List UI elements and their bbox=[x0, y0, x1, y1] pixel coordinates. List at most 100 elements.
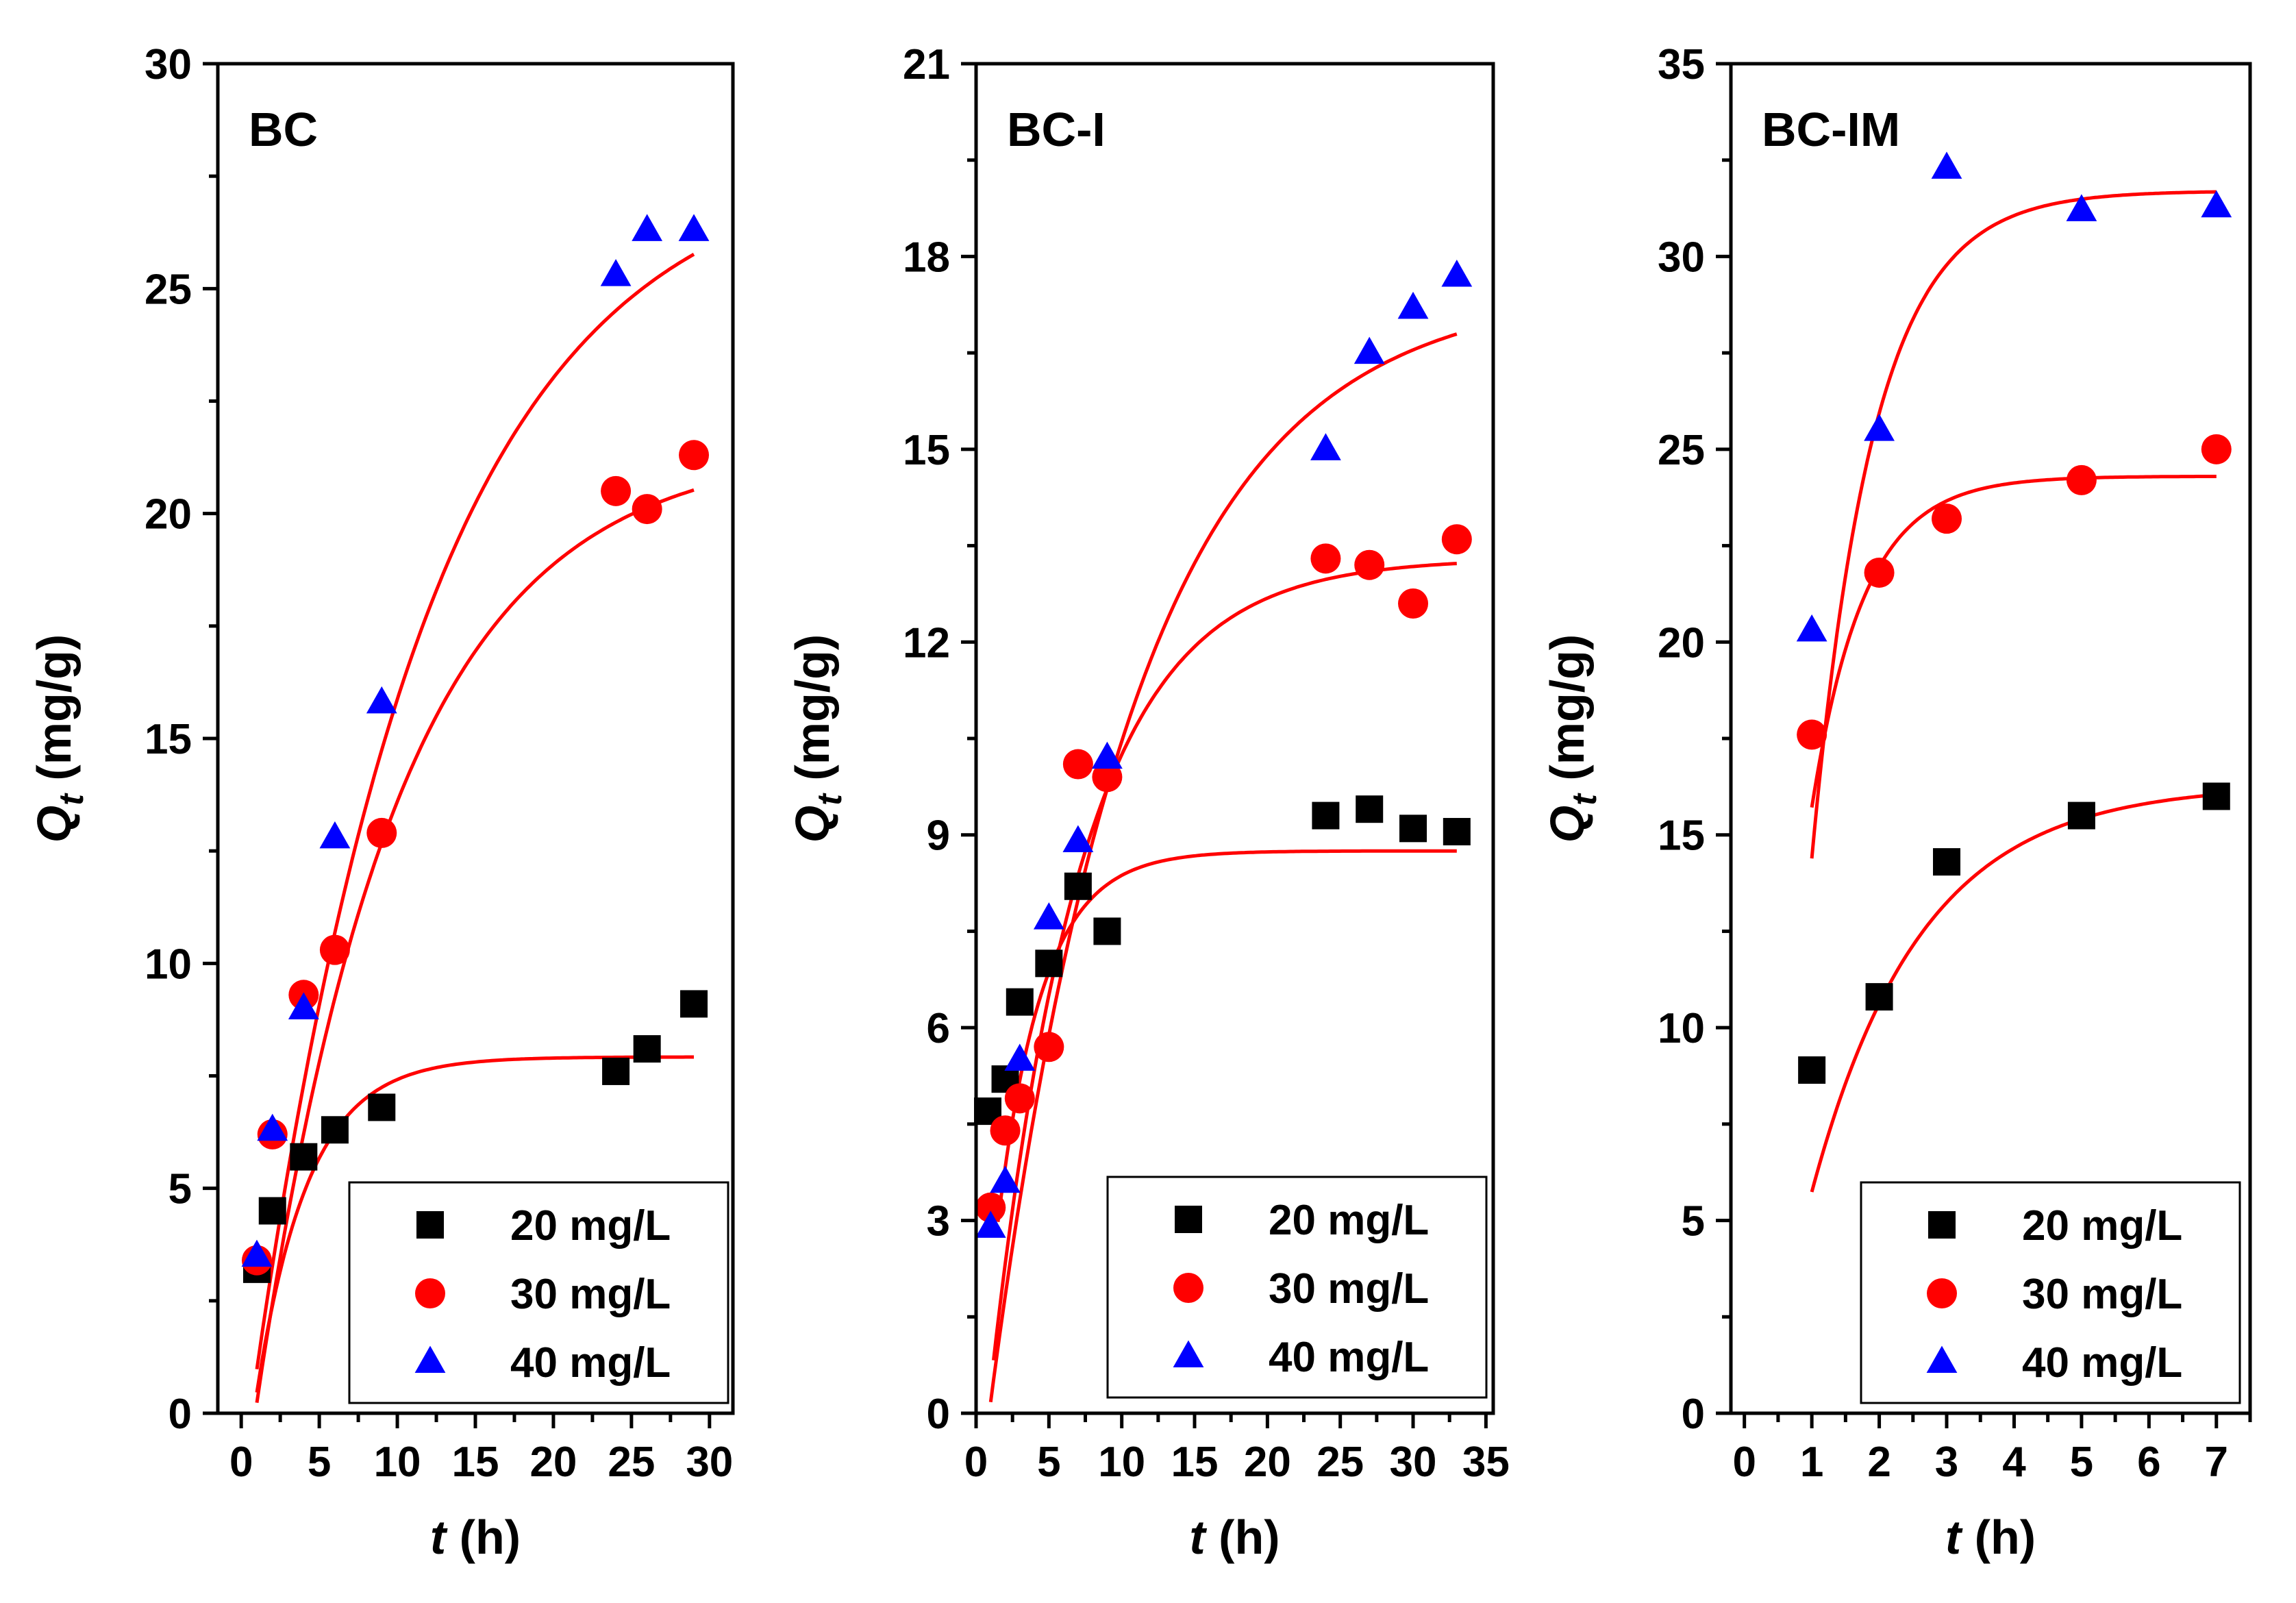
x-tick-label: 20 bbox=[529, 1439, 577, 1486]
x-tick-label: 35 bbox=[1462, 1439, 1510, 1486]
y-tick-label: 0 bbox=[927, 1391, 950, 1438]
data-point bbox=[1441, 524, 1472, 555]
data-point bbox=[1865, 983, 1893, 1011]
data-point bbox=[319, 821, 351, 849]
data-point bbox=[679, 440, 710, 471]
legend: 20 mg/L 30 mg/L 40 mg/L bbox=[1106, 1176, 1488, 1399]
data-point bbox=[1312, 802, 1340, 830]
series-20-mg-L bbox=[1798, 782, 2230, 1084]
data-point bbox=[1354, 549, 1385, 580]
y-tick-label: 20 bbox=[1658, 619, 1705, 667]
data-point bbox=[632, 494, 662, 525]
legend-marker bbox=[416, 1211, 444, 1239]
series-20-mg-L bbox=[974, 795, 1471, 1126]
fit-curves bbox=[1810, 190, 2217, 1193]
data-point bbox=[990, 1115, 1021, 1146]
y-tick-label: 10 bbox=[1658, 1005, 1705, 1052]
x-tick-label: 10 bbox=[1098, 1439, 1145, 1486]
x-axis-label: t (h) bbox=[430, 1511, 521, 1564]
data-point bbox=[975, 1192, 1006, 1223]
data-point bbox=[1931, 151, 1962, 179]
legend-marker bbox=[1926, 1345, 1958, 1373]
panel-title: BC-IM bbox=[1762, 103, 1900, 156]
data-point bbox=[1399, 815, 1427, 843]
x-tick-label: 25 bbox=[608, 1439, 655, 1486]
data-point bbox=[1035, 949, 1063, 978]
data-point bbox=[1353, 336, 1385, 364]
x-tick-label: 15 bbox=[452, 1439, 499, 1486]
data-point bbox=[601, 475, 632, 506]
y-axis-label: Qt (mg/g) bbox=[786, 634, 849, 843]
x-tick-label: 0 bbox=[229, 1439, 253, 1486]
y-tick-label: 30 bbox=[145, 41, 192, 88]
plot-frame bbox=[974, 62, 1495, 1415]
data-point bbox=[633, 1035, 661, 1063]
fit-curve-20-mg-L bbox=[996, 849, 1457, 1223]
legend-marker bbox=[414, 1345, 446, 1373]
y-tick-label: 15 bbox=[1658, 812, 1705, 860]
x-tick-label: 3 bbox=[1935, 1439, 1958, 1486]
legend-label: 20 mg/L bbox=[2022, 1202, 2182, 1250]
data-point bbox=[1798, 1056, 1826, 1084]
fit-curve-30-mg-L bbox=[1810, 475, 2217, 808]
data-point bbox=[1092, 741, 1123, 769]
data-point bbox=[1443, 818, 1471, 846]
data-point bbox=[1864, 557, 1895, 588]
fit-curve-40-mg-L bbox=[1810, 190, 2217, 859]
data-point bbox=[2202, 782, 2230, 810]
data-point bbox=[2066, 194, 2097, 221]
data-point bbox=[1356, 795, 1384, 823]
y-axis-label: Qt (mg/g) bbox=[27, 634, 90, 843]
x-axis-label: t (h) bbox=[1189, 1511, 1280, 1564]
legend-label: 40 mg/L bbox=[2022, 1339, 2182, 1387]
y-tick-label: 35 bbox=[1658, 41, 1705, 88]
x-tick-label: 1 bbox=[1800, 1439, 1823, 1486]
data-point bbox=[600, 259, 632, 286]
y-tick-label: 9 bbox=[927, 812, 950, 860]
data-point bbox=[1397, 291, 1429, 319]
data-point bbox=[321, 1116, 349, 1144]
legend-label: 30 mg/L bbox=[510, 1271, 671, 1318]
legend-box bbox=[1860, 1181, 2241, 1404]
data-point bbox=[1062, 825, 1094, 853]
panel-bc: 0 5 10 15 20 25 30 0 5 10 15 20 25 30 BC t (h) Qt (mg/g)… bbox=[27, 41, 735, 1564]
legend-label: 40 mg/L bbox=[510, 1339, 671, 1387]
data-point bbox=[258, 1197, 286, 1225]
legend: 20 mg/L 30 mg/L 40 mg/L bbox=[348, 1181, 729, 1404]
data-point bbox=[290, 1143, 318, 1171]
x-tick-label: 2 bbox=[1867, 1439, 1891, 1486]
series-40-mg-L bbox=[1796, 151, 2232, 642]
data-point bbox=[1064, 872, 1092, 900]
data-point bbox=[1933, 848, 1961, 876]
legend-label: 20 mg/L bbox=[1269, 1197, 1429, 1244]
y-tick-label: 10 bbox=[145, 941, 192, 988]
y-tick-label: 5 bbox=[1682, 1198, 1705, 1245]
x-tick-label: 30 bbox=[1390, 1439, 1437, 1486]
y-tick-label: 18 bbox=[903, 234, 950, 281]
data-point bbox=[2201, 434, 2232, 464]
x-tick-label: 0 bbox=[964, 1439, 988, 1486]
series-40-mg-L bbox=[241, 214, 710, 1267]
data-point bbox=[2067, 802, 2095, 830]
y-tick-label: 15 bbox=[903, 427, 950, 474]
data-point bbox=[1033, 902, 1064, 930]
legend-marker bbox=[1175, 1206, 1202, 1233]
x-tick-label: 15 bbox=[1171, 1439, 1219, 1486]
data-point bbox=[1004, 1043, 1036, 1071]
data-point bbox=[319, 934, 350, 965]
data-point bbox=[1864, 414, 1895, 441]
x-tick-label: 10 bbox=[374, 1439, 421, 1486]
data-point bbox=[975, 1210, 1006, 1238]
panel-title: BC-I bbox=[1007, 103, 1106, 156]
x-tick-label: 7 bbox=[2205, 1439, 2228, 1486]
data-point bbox=[1034, 1032, 1064, 1063]
legend: 20 mg/L 30 mg/L 40 mg/L bbox=[1860, 1181, 2241, 1404]
y-tick-label: 0 bbox=[169, 1391, 192, 1438]
data-point bbox=[366, 686, 397, 714]
panel-title: BC bbox=[249, 103, 318, 156]
y-axis-label: Qt (mg/g) bbox=[1540, 634, 1604, 843]
data-point bbox=[1796, 614, 1827, 642]
x-axis-label: t (h) bbox=[1945, 1511, 2036, 1564]
y-tick-label: 6 bbox=[927, 1005, 950, 1052]
